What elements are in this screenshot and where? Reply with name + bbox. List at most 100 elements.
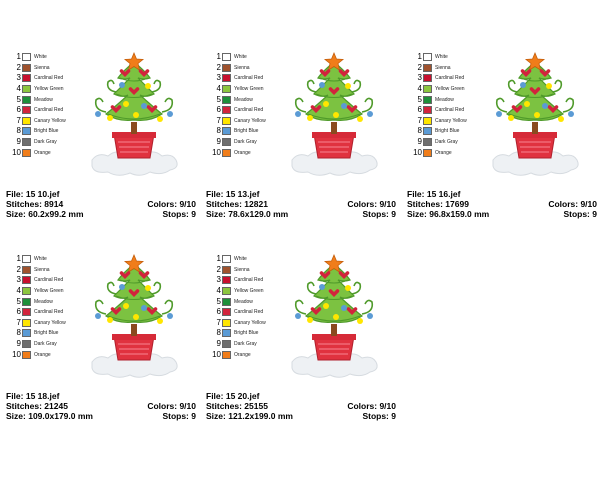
palette-number: 2 <box>216 264 221 274</box>
color-swatch <box>423 106 432 115</box>
palette-number: 10 <box>413 147 422 157</box>
palette-entry: 3 Cardinal Red <box>12 275 66 286</box>
palette-entry: 5 Meadow <box>12 94 66 105</box>
color-swatch <box>222 255 231 264</box>
color-swatch <box>423 53 432 62</box>
palette-number: 3 <box>216 73 221 83</box>
color-name: White <box>234 256 247 263</box>
palette-entry: 9 Dark Gray <box>413 137 467 148</box>
color-name: Meadow <box>34 298 53 305</box>
palette-number: 1 <box>216 254 221 264</box>
color-swatch <box>22 74 31 83</box>
palette-entry: 6 Cardinal Red <box>413 105 467 116</box>
color-swatch <box>22 308 31 317</box>
palette-entry: 4 Yellow Green <box>212 84 266 95</box>
palette-entry: 2 Sienna <box>12 265 66 276</box>
palette-number: 6 <box>16 105 21 115</box>
palette-entry: 8 Bright Blue <box>413 126 467 137</box>
palette-entry: 6 Cardinal Red <box>212 105 266 116</box>
palette-entry: 5 Meadow <box>12 296 66 307</box>
palette-number: 8 <box>16 328 21 338</box>
palette-number: 7 <box>216 317 221 327</box>
color-swatch <box>22 318 31 327</box>
color-swatch <box>22 116 31 125</box>
palette-entry: 4 Yellow Green <box>12 84 66 95</box>
color-swatch <box>22 297 31 306</box>
color-name: Sienna <box>34 266 50 273</box>
design-size: Size: 121.2x199.0 mm <box>206 411 293 421</box>
color-name: Canary Yellow <box>234 117 266 124</box>
palette-number: 10 <box>12 147 21 157</box>
color-name: Dark Gray <box>234 139 257 146</box>
palette-number: 10 <box>212 147 221 157</box>
design-card: 1 White 2 Sienna 3 Cardinal Red 4 Yellow Green 5… <box>407 51 597 227</box>
color-count: Colors: 9/10 <box>347 199 396 209</box>
stitch-count: Stitches: 12821 <box>206 199 268 209</box>
palette-number: 8 <box>417 126 422 136</box>
color-swatch <box>423 74 432 83</box>
palette-entry: 5 Meadow <box>212 296 266 307</box>
christmas-tree-embroidery-image <box>91 51 178 176</box>
color-name: Dark Gray <box>435 139 458 146</box>
color-swatch <box>22 350 31 359</box>
color-name: Yellow Green <box>234 288 264 295</box>
palette-entry: 4 Yellow Green <box>212 286 266 297</box>
palette-entry: 10 Orange <box>413 147 467 158</box>
color-swatch <box>423 85 432 94</box>
palette-number: 8 <box>216 126 221 136</box>
palette-entry: 10 Orange <box>212 349 266 360</box>
color-name: Cardinal Red <box>234 277 264 284</box>
color-swatch <box>22 340 31 349</box>
stitch-count: Stitches: 8914 <box>6 199 64 209</box>
color-count: Colors: 9/10 <box>548 199 597 209</box>
palette-entry: 7 Canary Yellow <box>12 318 66 329</box>
color-palette: 1 White 2 Sienna 3 Cardinal Red 4 Yellow Green 5… <box>413 52 467 158</box>
palette-entry: 1 White <box>12 52 66 63</box>
christmas-tree-embroidery-image <box>291 253 378 378</box>
color-name: Meadow <box>435 96 454 103</box>
palette-entry: 6 Cardinal Red <box>212 307 266 318</box>
design-size: Size: 109.0x179.0 mm <box>6 411 93 421</box>
palette-entry: 7 Canary Yellow <box>12 116 66 127</box>
palette-entry: 3 Cardinal Red <box>413 73 467 84</box>
color-swatch <box>222 148 231 157</box>
stop-count: Stops: 9 <box>362 411 396 421</box>
palette-number: 6 <box>16 307 21 317</box>
palette-entry: 8 Bright Blue <box>12 328 66 339</box>
color-name: White <box>34 256 47 263</box>
design-info: File: 15 13.jef Stitches: 12821 Colors: … <box>206 189 396 219</box>
palette-number: 1 <box>16 254 21 264</box>
palette-entry: 10 Orange <box>212 147 266 158</box>
palette-number: 3 <box>16 73 21 83</box>
color-name: Canary Yellow <box>34 319 66 326</box>
palette-entry: 3 Cardinal Red <box>212 73 266 84</box>
palette-number: 7 <box>16 317 21 327</box>
palette-entry: 2 Sienna <box>212 265 266 276</box>
design-size: Size: 60.2x99.2 mm <box>6 209 84 219</box>
palette-entry: 2 Sienna <box>413 63 467 74</box>
color-swatch <box>222 63 231 72</box>
design-card: 1 White 2 Sienna 3 Cardinal Red 4 Yellow Green 5… <box>6 51 196 227</box>
color-name: Yellow Green <box>234 86 264 93</box>
color-name: Cardinal Red <box>34 107 64 114</box>
color-name: Sienna <box>234 64 250 71</box>
design-info: File: 15 18.jef Stitches: 21245 Colors: … <box>6 391 196 421</box>
color-swatch <box>423 63 432 72</box>
palette-number: 7 <box>216 115 221 125</box>
stop-count: Stops: 9 <box>362 209 396 219</box>
color-swatch <box>222 276 231 285</box>
color-name: Canary Yellow <box>435 117 467 124</box>
design-card: 1 White 2 Sienna 3 Cardinal Red 4 Yellow Green 5… <box>6 253 196 429</box>
color-palette: 1 White 2 Sienna 3 Cardinal Red 4 Yellow Green 5… <box>212 254 266 360</box>
color-name: Orange <box>34 351 51 358</box>
stitch-count: Stitches: 25155 <box>206 401 268 411</box>
color-name: Orange <box>234 149 251 156</box>
color-name: Yellow Green <box>34 288 64 295</box>
palette-number: 4 <box>216 286 221 296</box>
palette-number: 6 <box>417 105 422 115</box>
palette-number: 5 <box>16 296 21 306</box>
color-name: Yellow Green <box>34 86 64 93</box>
color-swatch <box>222 340 231 349</box>
stop-count: Stops: 9 <box>162 411 196 421</box>
palette-entry: 9 Dark Gray <box>12 339 66 350</box>
